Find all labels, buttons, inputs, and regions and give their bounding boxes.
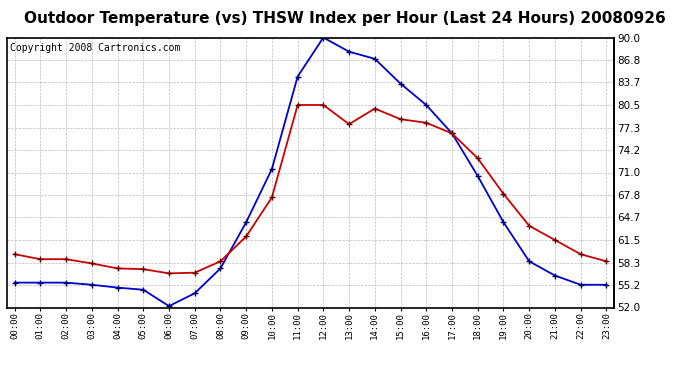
Text: Outdoor Temperature (vs) THSW Index per Hour (Last 24 Hours) 20080926: Outdoor Temperature (vs) THSW Index per … bbox=[24, 11, 666, 26]
Text: Copyright 2008 Cartronics.com: Copyright 2008 Cartronics.com bbox=[10, 43, 180, 53]
